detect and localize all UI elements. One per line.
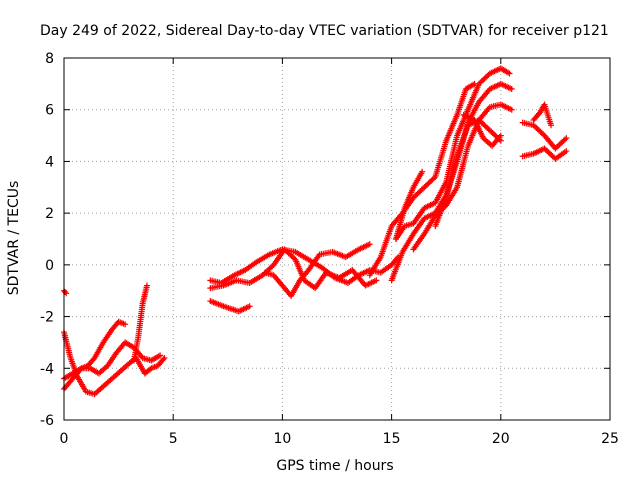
y-tick-label: 2 bbox=[45, 206, 54, 222]
series-t15 bbox=[519, 145, 570, 162]
data-point bbox=[122, 321, 129, 328]
data-point bbox=[157, 352, 164, 359]
data-point bbox=[291, 255, 298, 262]
series-t9 bbox=[366, 80, 478, 279]
x-tick-label: 15 bbox=[383, 431, 401, 447]
plot-frame bbox=[63, 57, 611, 421]
data-point bbox=[508, 106, 515, 113]
series-t14 bbox=[460, 111, 504, 149]
data-point bbox=[548, 122, 555, 129]
data-point bbox=[160, 356, 167, 363]
y-tick-label: -2 bbox=[40, 310, 54, 326]
data-point bbox=[373, 277, 380, 284]
y-tick-label: -6 bbox=[40, 413, 54, 429]
data-point bbox=[366, 241, 373, 248]
series-t10 bbox=[392, 65, 513, 242]
series-t16 bbox=[519, 119, 570, 152]
data-point bbox=[143, 282, 150, 289]
series-t7 bbox=[207, 298, 253, 315]
y-tick-label: 6 bbox=[45, 103, 54, 119]
data-point bbox=[430, 175, 437, 182]
y-axis-label: SDTVAR / TECUs bbox=[6, 181, 22, 296]
data-point bbox=[161, 354, 168, 361]
grid-lines bbox=[64, 58, 610, 420]
x-tick-label: 20 bbox=[492, 431, 510, 447]
axis-ticks: 0 5 10 15 20 25 -6 -4 -2 0 2 4 6 8 bbox=[40, 51, 619, 447]
data-point bbox=[497, 132, 504, 139]
x-tick-label: 5 bbox=[169, 431, 178, 447]
series-t18 bbox=[392, 168, 426, 242]
data-points bbox=[61, 65, 570, 398]
x-axis-label: GPS time / hours bbox=[276, 458, 393, 474]
data-point bbox=[561, 136, 568, 143]
series-t8 bbox=[261, 241, 373, 299]
data-point bbox=[506, 70, 513, 77]
data-point bbox=[563, 135, 570, 142]
series-t2 bbox=[61, 339, 164, 382]
data-point bbox=[90, 356, 97, 363]
data-point bbox=[62, 289, 69, 296]
x-tick-label: 0 bbox=[60, 431, 69, 447]
chart-title: Day 249 of 2022, Sidereal Day-to-day VTE… bbox=[40, 23, 609, 39]
y-tick-label: 8 bbox=[45, 51, 54, 67]
y-tick-label: 4 bbox=[45, 154, 54, 170]
data-point bbox=[508, 86, 515, 93]
y-tick-label: -4 bbox=[40, 361, 54, 377]
series-t3 bbox=[61, 318, 129, 392]
data-point bbox=[563, 148, 570, 155]
series-t4 bbox=[130, 282, 150, 364]
data-point bbox=[246, 303, 253, 310]
y-tick-label: 0 bbox=[45, 258, 54, 274]
series-t6 bbox=[207, 246, 380, 292]
x-tick-label: 10 bbox=[273, 431, 291, 447]
x-tick-label: 25 bbox=[601, 431, 619, 447]
series-t17 bbox=[530, 101, 555, 129]
data-point bbox=[419, 168, 426, 175]
